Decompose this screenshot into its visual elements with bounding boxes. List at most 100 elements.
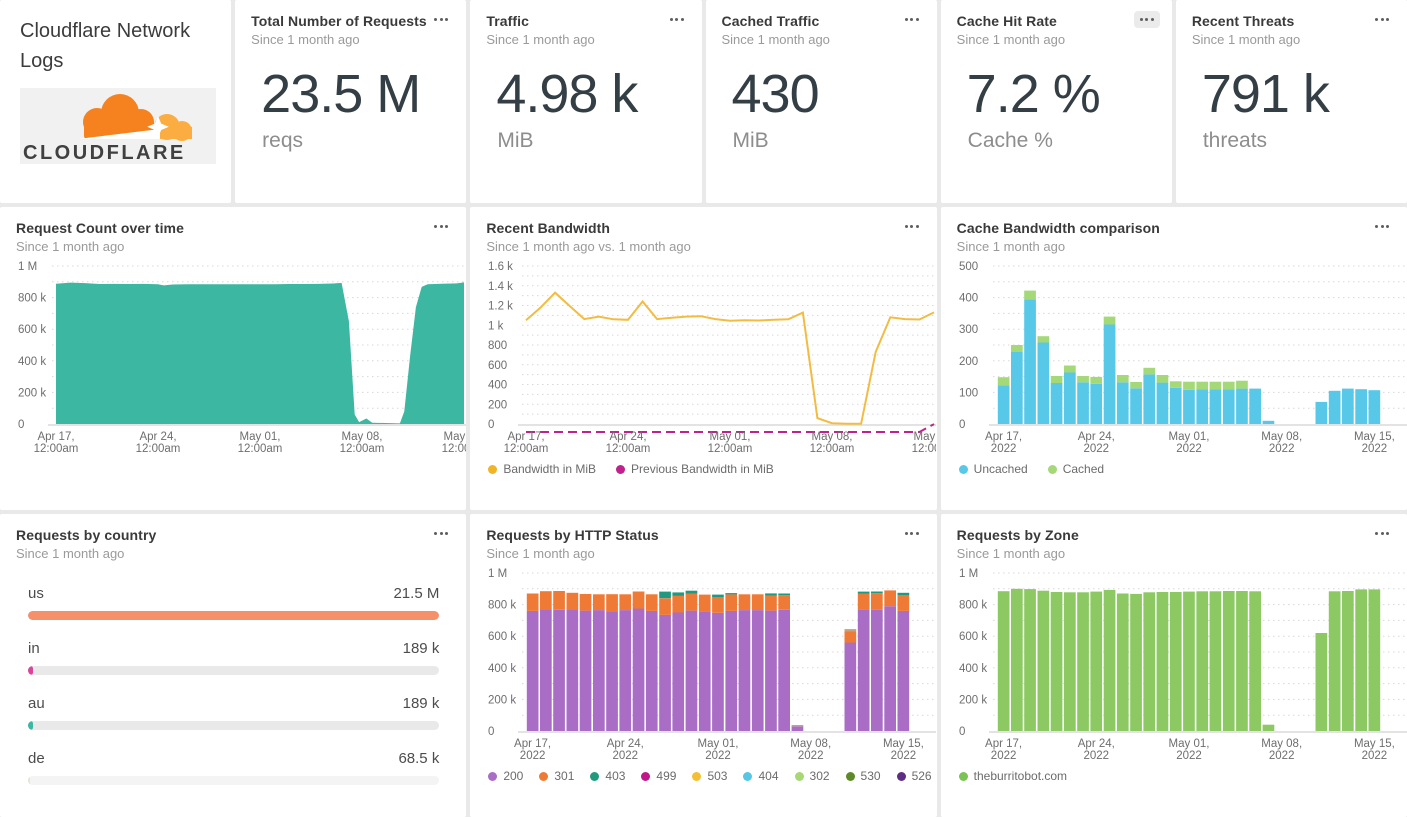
more-menu-button[interactable] (428, 218, 454, 235)
legend-item-530[interactable]: 530 (845, 769, 881, 783)
more-menu-button[interactable] (664, 11, 690, 28)
more-menu-button[interactable] (1369, 11, 1395, 28)
metric-unit: threats (1202, 129, 1268, 152)
metric-unit: MiB (732, 129, 769, 152)
x-axis-label: 2022 (891, 750, 917, 762)
legend-item-499[interactable]: 499 (641, 769, 676, 783)
bar-segment-301 (606, 594, 619, 612)
y-axis-label: 600 k (959, 631, 987, 643)
country-bar-fill (28, 721, 33, 730)
more-menu-button[interactable] (899, 11, 925, 28)
bar-segment-301 (738, 594, 751, 611)
country-bar-track (28, 611, 440, 620)
legend-item-526[interactable]: 526 (896, 769, 932, 783)
y-axis-label: 0 (488, 726, 494, 738)
bar-segment-theburritobot.com (1010, 588, 1023, 731)
x-axis-label: May 01, (710, 431, 751, 443)
legend-dot-icon (488, 771, 498, 781)
bar-segment-theburritobot.com (1196, 591, 1208, 731)
more-menu-button[interactable] (1369, 218, 1395, 235)
bar-segment-Cached (1076, 376, 1089, 383)
card-subtitle: Since 1 month ago (251, 32, 360, 47)
bar-segment-theburritobot.com (1262, 724, 1274, 731)
country-bar-fill (28, 611, 440, 620)
bar-segment-theburritobot.com (1023, 589, 1036, 731)
bar-segment-200 (765, 610, 778, 731)
bar-segment-Uncached (1050, 382, 1063, 424)
bar-segment-theburritobot.com (1315, 633, 1327, 731)
legend-item-301[interactable]: 301 (539, 769, 574, 783)
more-menu-button[interactable] (899, 525, 925, 542)
y-axis-label: 1 M (959, 568, 978, 580)
more-menu-button[interactable] (428, 11, 454, 28)
ellipsis-icon (669, 18, 673, 21)
x-axis-label: May 15, (444, 431, 466, 443)
legend-item-theburritobot-com[interactable]: theburritobot.com (958, 769, 1067, 783)
bar-segment-Uncached (1262, 420, 1274, 424)
legend-label: Uncached (973, 462, 1028, 476)
bar-segment-theburritobot.com (1116, 593, 1129, 731)
bar-segment-200 (646, 610, 658, 731)
y-axis-label: 600 k (18, 324, 46, 336)
bar-segment-Cached (1169, 381, 1182, 388)
bar-segment-200 (738, 610, 751, 731)
bar-segment-301 (752, 594, 764, 611)
more-menu-button[interactable] (1133, 11, 1160, 28)
legend-item-uncached[interactable]: Uncached (958, 462, 1028, 476)
x-axis-label: 12:00am (810, 443, 855, 455)
bar-segment-301 (844, 631, 857, 643)
legend-item-previous-bandwidth-in-mib[interactable]: Previous Bandwidth in MiB (616, 462, 774, 476)
ellipsis-icon (434, 225, 438, 228)
bar-segment-Uncached (1063, 372, 1076, 424)
legend-item-bandwidth-in-mib[interactable]: Bandwidth in MiB (488, 462, 596, 476)
legend-item-200[interactable]: 200 (488, 769, 523, 783)
legend-item-cached[interactable]: Cached (1047, 462, 1105, 476)
y-axis-label: 800 (488, 340, 507, 352)
y-axis-label: 600 (488, 360, 507, 372)
bar-segment-Uncached (1222, 389, 1235, 424)
card-subtitle: Since 1 month ago (486, 32, 595, 47)
bar-segment-403 (685, 590, 698, 594)
legend-item-404[interactable]: 404 (743, 769, 779, 783)
legend-item-302[interactable]: 302 (794, 769, 830, 783)
x-axis-label: Apr 24, (607, 738, 644, 750)
x-axis-label: 2022 (1083, 750, 1109, 762)
bar-segment-403 (897, 592, 910, 596)
bar-segment-200 (659, 614, 672, 731)
y-axis-label: 400 (488, 380, 507, 392)
legend-label: Cached (1062, 462, 1105, 476)
y-axis-label: 400 k (488, 663, 516, 675)
more-menu-button[interactable] (428, 525, 454, 542)
y-axis-label: 800 k (18, 293, 46, 305)
x-axis-label: 12:00am (504, 443, 549, 455)
x-axis-label: 2022 (990, 750, 1016, 762)
legend-dot-icon (692, 771, 702, 781)
bar-segment-200 (791, 726, 804, 731)
card-cache-hit-rate: Cache Hit Rate Since 1 month ago 7.2 % C… (940, 0, 1172, 203)
bar-segment-theburritobot.com (1182, 591, 1195, 731)
bar-segment-Cached (1116, 375, 1129, 383)
country-row-in: in 189 k (28, 640, 440, 675)
bar-segment-301 (646, 594, 658, 611)
bar-segment-200 (685, 610, 698, 731)
legend-label: 302 (809, 769, 830, 783)
x-axis-label: 12:00am (708, 443, 753, 455)
x-axis-label: 2022 (520, 750, 546, 762)
legend-item-503[interactable]: 503 (692, 769, 727, 783)
more-menu-button[interactable] (899, 218, 925, 235)
y-axis-label: 200 k (959, 694, 987, 706)
bar-segment-200 (593, 610, 606, 731)
legend-dot-icon (794, 771, 804, 781)
legend-item-403[interactable]: 403 (590, 769, 625, 783)
metric-unit: Cache % (967, 129, 1053, 152)
y-axis-label: 0 (18, 419, 24, 431)
cloudflare-logo: CLOUDFLARE (20, 88, 216, 164)
bar-segment-301 (897, 595, 910, 611)
panel-title: Requests by HTTP Status (486, 527, 659, 543)
bar-segment-Cached (1235, 380, 1248, 389)
x-axis-label: 12:00am (912, 443, 936, 455)
more-menu-button[interactable] (1369, 525, 1395, 542)
x-axis-label: 12:00am (238, 443, 283, 455)
card-title: Cached Traffic (721, 13, 820, 29)
bar-segment-Uncached (1116, 382, 1129, 424)
